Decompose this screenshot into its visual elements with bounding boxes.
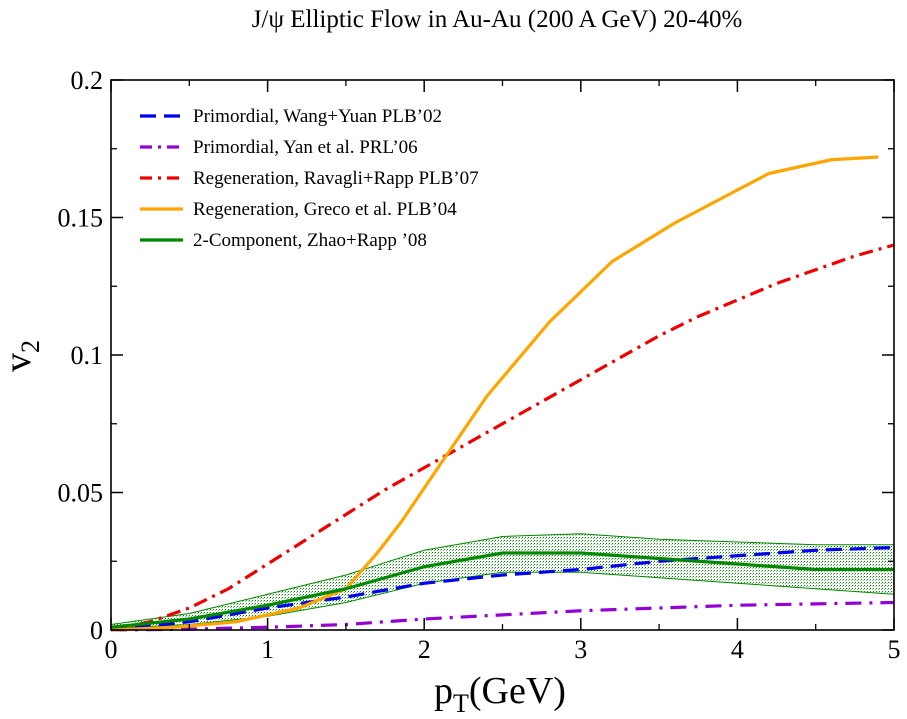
y-tick-label: 0.2: [71, 66, 104, 95]
y-tick-label: 0.15: [58, 204, 104, 233]
series-line-1: [110, 600, 895, 632]
x-tick-label: 1: [261, 635, 274, 664]
y-axis-label-sub: 2: [16, 340, 45, 353]
x-axis-label: pT(GeV): [434, 670, 566, 718]
series-line-3: [110, 155, 879, 632]
legend-label-0: Primordial, Wang+Yuan PLB’02: [193, 106, 442, 127]
y-tick-label: 0: [90, 616, 103, 645]
legend-label-1: Primordial, Yan et al. PRL’06: [193, 137, 418, 158]
series-layer: [110, 155, 895, 632]
x-axis-label-main: p: [434, 670, 453, 712]
x-axis-label-rest: (GeV): [469, 670, 566, 712]
band-upper-edge-4: [110, 533, 894, 625]
legend: Primordial, Wang+Yuan PLB’02 Primordial, …: [140, 106, 479, 251]
legend-label-4: 2-Component, Zhao+Rapp ’08: [193, 230, 427, 251]
chart-title: J/ψ Elliptic Flow in Au-Au (200 A GeV) 2…: [252, 6, 743, 33]
y-tick-label: 0.05: [58, 479, 104, 508]
y-axis-label: v2: [0, 340, 45, 372]
y-tick-label: 0.1: [71, 341, 104, 370]
x-axis-label-sub: T: [453, 689, 469, 718]
x-tick-label: 2: [418, 635, 431, 664]
x-tick-label: 4: [731, 635, 744, 664]
legend-label-3: Regeneration, Greco et al. PLB’04: [193, 199, 457, 220]
x-tick-label: 5: [888, 635, 901, 664]
tick-layer: [110, 79, 895, 631]
legend-label-2: Regeneration, Ravagli+Rapp PLB’07: [193, 168, 479, 189]
series-line-2: [110, 243, 895, 632]
tick-label-layer: 0 1 2 3 4 5 0 0.05 0.1 0.15 0.2: [58, 66, 901, 664]
y-axis-label-main: v: [0, 353, 39, 372]
x-tick-label: 3: [574, 635, 587, 664]
x-tick-label: 0: [105, 635, 118, 664]
series-line-4: [110, 551, 894, 629]
series-line-0: [110, 545, 895, 632]
